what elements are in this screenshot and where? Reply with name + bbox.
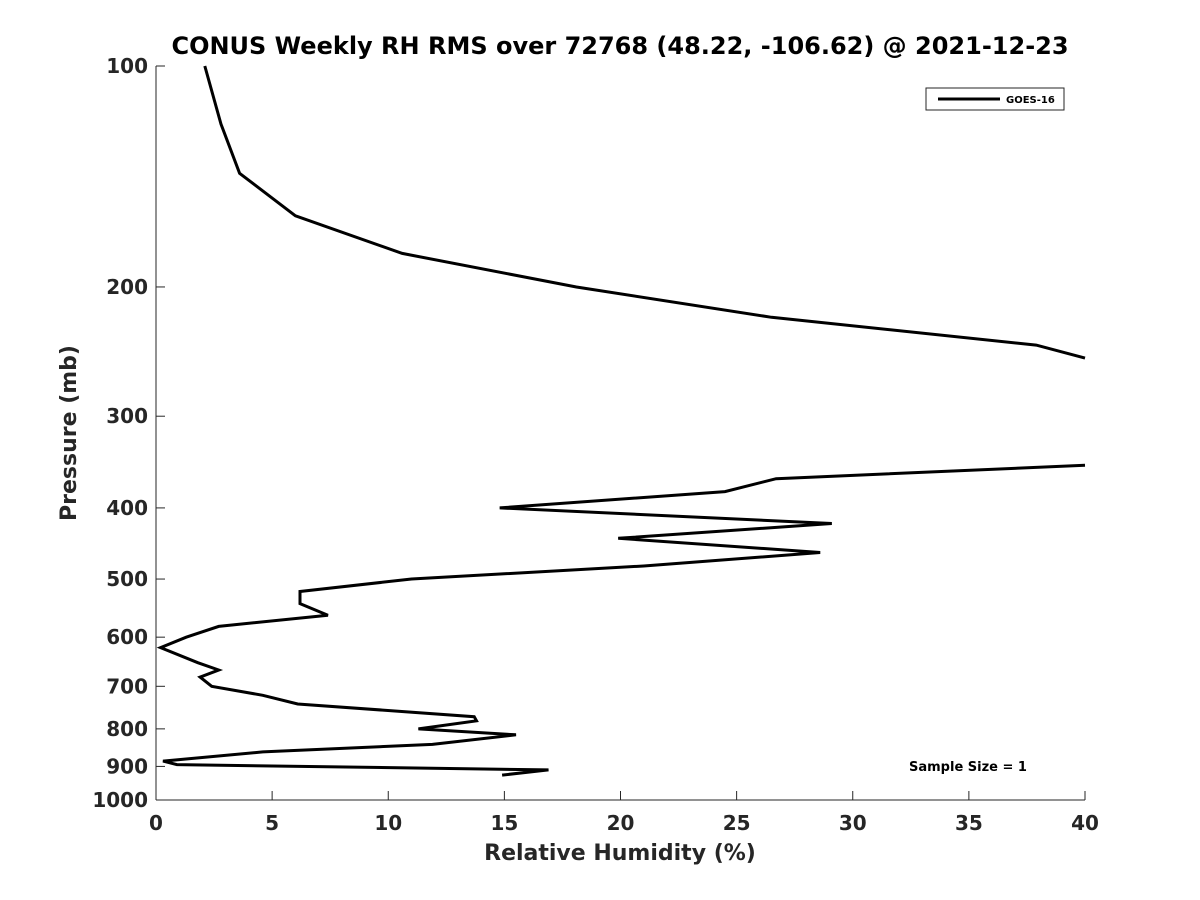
x-tick-label: 0 <box>149 811 163 835</box>
y-tick-label: 600 <box>106 625 148 649</box>
legend-label-goes16: GOES-16 <box>1006 95 1055 106</box>
series-line-goes16-segment-1 <box>203 65 1086 360</box>
x-tick-label: 5 <box>265 811 279 835</box>
legend: GOES-16 <box>925 87 1065 111</box>
y-tick-label: 500 <box>106 567 148 591</box>
y-tick-label: 400 <box>106 496 148 520</box>
series-line-goes16-segment-2 <box>156 463 1086 777</box>
x-tick-label: 20 <box>607 811 635 835</box>
y-axis-label: Pressure (mb) <box>57 345 82 521</box>
y-tick-label: 700 <box>106 674 148 698</box>
x-axis-label: Relative Humidity (%) <box>484 841 756 866</box>
sample-size-annotation: Sample Size = 1 <box>909 760 1027 775</box>
x-tick-label: 35 <box>955 811 983 835</box>
y-tick-label: 300 <box>106 404 148 428</box>
x-tick-label: 10 <box>374 811 402 835</box>
y-tick-label: 100 <box>106 54 148 78</box>
chart-title: CONUS Weekly RH RMS over 72768 (48.22, -… <box>171 32 1068 60</box>
y-tick-label: 800 <box>106 717 148 741</box>
x-tick-label: 30 <box>839 811 867 835</box>
series-layer <box>156 65 1086 777</box>
plot-area <box>155 66 1085 801</box>
y-tick-label: 1000 <box>92 788 148 812</box>
y-tick-label: 200 <box>106 275 148 299</box>
x-ticks: 0 5 10 15 20 25 30 35 40 <box>149 791 1099 835</box>
x-tick-label: 40 <box>1071 811 1099 835</box>
x-tick-label: 25 <box>723 811 751 835</box>
y-tick-label: 900 <box>106 754 148 778</box>
y-ticks: 100 200 300 400 500 600 700 800 900 1000 <box>92 54 165 812</box>
x-tick-label: 15 <box>490 811 518 835</box>
